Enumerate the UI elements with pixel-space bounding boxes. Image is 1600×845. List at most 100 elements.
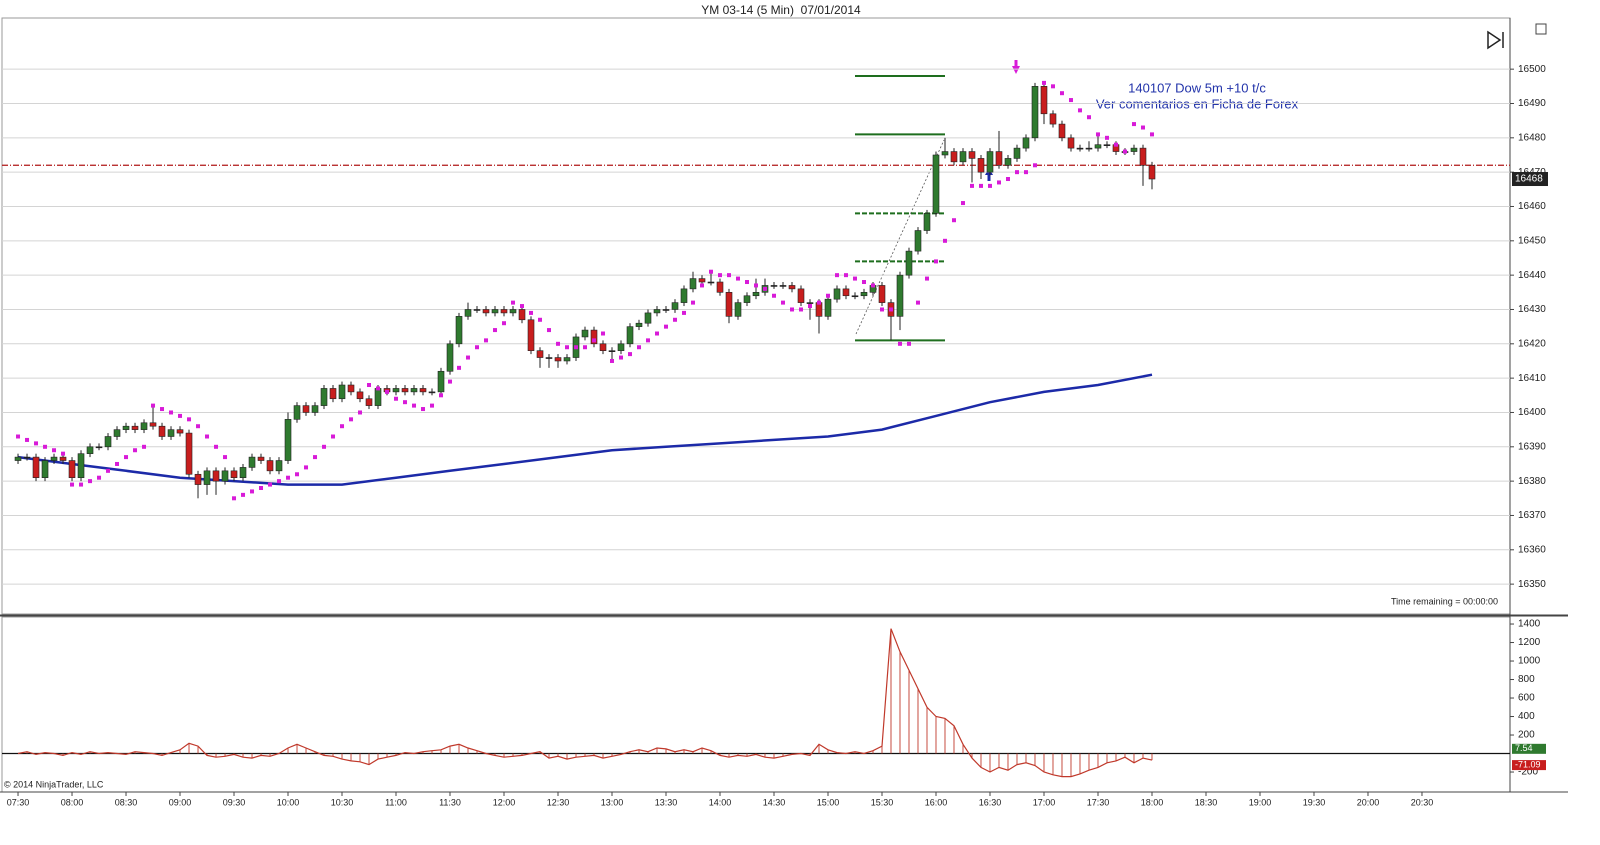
scroll-button[interactable] <box>1487 30 1504 50</box>
sar-dot <box>754 283 758 288</box>
candle-body <box>851 295 859 298</box>
candle-body <box>914 230 922 252</box>
candle-body <box>635 322 643 327</box>
candle-body <box>68 460 76 479</box>
sar-dot <box>565 345 570 350</box>
sar-dot <box>771 293 776 298</box>
candle-body <box>329 388 337 400</box>
sar-dot <box>843 273 848 278</box>
candle-body <box>536 350 544 358</box>
candle-body <box>410 388 418 393</box>
candle-body <box>131 425 139 430</box>
sar-dot <box>789 307 794 312</box>
candle-body <box>41 460 49 479</box>
sar-dot <box>421 407 426 412</box>
sar-dot <box>475 345 480 350</box>
sar-dot <box>529 310 534 315</box>
sar-dot <box>691 300 696 305</box>
candle-body <box>338 384 346 400</box>
y-tick-label: 16370 <box>1518 510 1546 521</box>
y-tick-label: 16410 <box>1518 373 1546 384</box>
sar-dot <box>340 424 345 429</box>
candle-body <box>671 302 679 310</box>
y-tick-label: 16450 <box>1518 235 1546 246</box>
sell-arrow-stem <box>1014 60 1018 67</box>
candle-body <box>554 357 562 362</box>
candle-body <box>419 388 427 393</box>
value-marker-label: -71.09 <box>1515 759 1541 769</box>
x-tick-label: 12:30 <box>547 797 570 807</box>
sar-dot <box>942 238 947 243</box>
candle-body <box>482 309 490 314</box>
sar-dot <box>1149 132 1154 137</box>
candle-body <box>842 288 850 297</box>
sar-dot <box>286 475 291 480</box>
x-tick-label: 07:30 <box>7 797 30 807</box>
sar-dot <box>978 183 983 188</box>
candle-body <box>680 288 688 303</box>
candle-body <box>1076 147 1084 150</box>
sar-dot <box>430 403 435 408</box>
sar-dot <box>1068 98 1073 103</box>
indicator-line <box>17 628 1153 778</box>
sar-dot <box>664 324 669 329</box>
y-tick-label: 800 <box>1518 674 1535 685</box>
candle-body <box>941 151 949 156</box>
candle-body <box>248 456 256 468</box>
candle-body <box>203 470 211 485</box>
candle-body <box>1130 147 1138 152</box>
sar-dot <box>906 341 911 346</box>
sar-dot <box>592 338 597 343</box>
sar-dot <box>232 496 237 501</box>
sar-dot <box>97 475 102 480</box>
sar-dot <box>43 444 48 449</box>
y-tick-label: 16460 <box>1518 201 1546 212</box>
sar-dot <box>1131 122 1136 127</box>
candle-body <box>122 425 130 430</box>
candle-body <box>797 288 805 303</box>
candle-body <box>347 384 355 393</box>
sar-dot <box>574 345 579 350</box>
candle-body <box>212 470 220 482</box>
x-tick-label: 13:00 <box>601 797 624 807</box>
candle-body <box>392 388 400 393</box>
sar-dot <box>861 280 866 285</box>
candle-body <box>374 388 382 406</box>
sar-dot <box>637 345 642 350</box>
sar-dot <box>762 286 767 291</box>
candle-body <box>977 158 985 173</box>
sar-dot <box>169 410 174 415</box>
x-tick-label: 16:00 <box>925 797 948 807</box>
candle-body <box>878 285 886 303</box>
candle-body <box>743 295 751 303</box>
candle-body <box>653 309 661 314</box>
candle-body <box>365 398 373 406</box>
candle-body <box>1148 164 1156 180</box>
y-tick-label: 16500 <box>1518 64 1546 75</box>
sar-dot <box>538 317 543 322</box>
sar-dot <box>619 355 624 360</box>
sar-dot <box>924 276 929 281</box>
annotation-line: 140107 Dow 5m +10 t/c <box>1128 80 1266 95</box>
sar-dot <box>1086 115 1091 120</box>
sar-dot <box>736 276 741 281</box>
last-price-label: 16468 <box>1515 174 1543 185</box>
candle-body <box>221 470 229 482</box>
candle-body <box>509 309 517 314</box>
sar-dot <box>655 331 660 336</box>
x-tick-label: 18:30 <box>1195 797 1218 807</box>
candle-body <box>428 391 436 394</box>
candle-body <box>302 405 310 413</box>
sar-dot <box>520 304 525 309</box>
sar-dot <box>825 293 830 298</box>
candle-body <box>149 422 157 427</box>
sar-dot <box>358 410 363 415</box>
f-button[interactable] <box>1535 23 1547 35</box>
sar-dot <box>511 300 516 305</box>
sar-dot <box>1032 163 1037 168</box>
sar-dot <box>448 379 453 384</box>
sar-dot <box>52 448 57 453</box>
play-icon[interactable] <box>1487 30 1502 50</box>
candle-body <box>689 278 697 290</box>
